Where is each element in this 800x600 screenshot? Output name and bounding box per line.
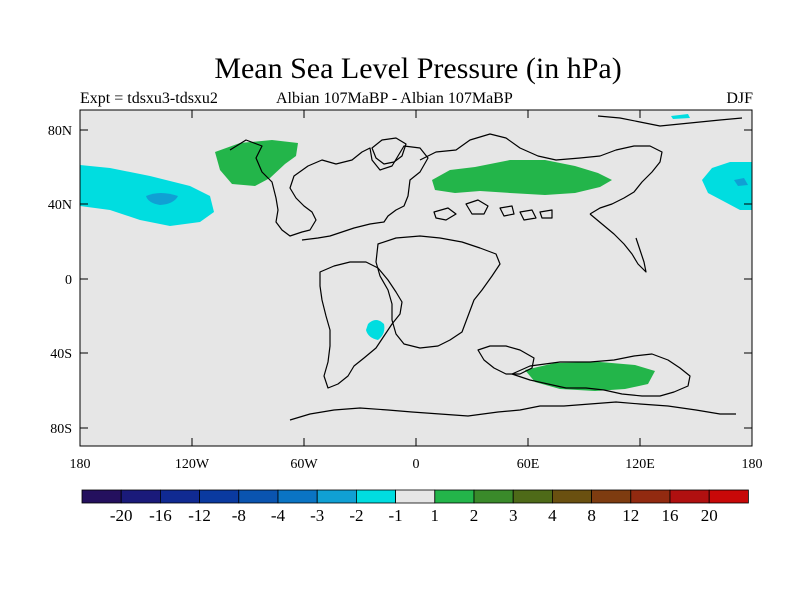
colorbar-label: -1: [389, 506, 403, 525]
colorbar-label: 20: [701, 506, 718, 525]
colorbar-swatch: [473, 489, 514, 504]
colorbar-label: -20: [110, 506, 133, 525]
chart-title: Mean Sea Level Pressure (in hPa): [214, 52, 622, 85]
coastline-tethys-islands: [433, 199, 553, 221]
colorbar-label: -16: [149, 506, 172, 525]
green-region-north-america: [215, 140, 298, 186]
coastline-india: [477, 345, 535, 375]
lat-label-80s: 80S: [50, 422, 72, 437]
paleo-coastlines: [229, 115, 743, 421]
lon-label-60e: 60E: [517, 457, 540, 472]
colorbar-label: -3: [310, 506, 324, 525]
colorbar-swatch: [395, 489, 436, 504]
colorbar-swatch: [669, 489, 710, 504]
colorbar-swatch: [199, 489, 240, 504]
blue-core-north-pacific: [146, 193, 178, 205]
cyan-region-north-pacific: [80, 165, 214, 226]
colorbar-swatch: [630, 489, 671, 504]
green-region-eurasia: [432, 160, 612, 195]
colorbar-label: 3: [509, 506, 518, 525]
lon-label-60w: 60W: [290, 457, 318, 472]
colorbar-swatch: [316, 489, 357, 504]
map-background: [80, 110, 752, 446]
colorbar-swatch: [355, 489, 396, 504]
lon-label-180-east: 180: [742, 457, 763, 472]
lat-label-0: 0: [65, 273, 72, 288]
colorbar-swatch: [81, 489, 122, 504]
colorbar-label: 12: [622, 506, 639, 525]
lat-label-40n: 40N: [48, 198, 72, 213]
experiment-label: Expt = tdsxu3-tdsxu2: [80, 90, 218, 107]
lat-label-80n: 80N: [48, 124, 72, 139]
colorbar-swatch: [159, 489, 200, 504]
coastline-africa: [375, 235, 501, 349]
colorbar-label: 16: [662, 506, 679, 525]
colorbar-label: 2: [470, 506, 479, 525]
coastline-eurasia-north: [419, 133, 663, 215]
colorbar-swatch: [277, 489, 318, 504]
green-region-antarctica: [525, 362, 655, 391]
colorbar-swatch: [434, 489, 475, 504]
coastline-australia-antarctica: [511, 353, 691, 397]
colorbar-swatch: [591, 489, 632, 504]
coastline-greenland: [371, 137, 407, 165]
lon-label-180-west: 180: [70, 457, 91, 472]
colorbar-label: -8: [232, 506, 246, 525]
coastline-arctic-fragment: [597, 115, 743, 127]
cyan-region-south-america: [366, 320, 385, 340]
lon-label-120w: 120W: [175, 457, 210, 472]
colorbar-label: -2: [349, 506, 363, 525]
lon-label-0: 0: [413, 457, 420, 472]
cyan-region-arctic: [671, 114, 690, 119]
colorbar-label: 4: [548, 506, 557, 525]
colorbar-label: -12: [188, 506, 211, 525]
longitude-labels: 180 120W 60W 0 60E 120E 180: [70, 457, 763, 472]
cyan-region-northwest-pacific: [702, 162, 752, 210]
colorbar-swatch: [238, 489, 279, 504]
coastline-north-america: [229, 139, 429, 241]
colorbar-label: -4: [271, 506, 286, 525]
anomaly-fills: [80, 114, 752, 391]
longitude-axis: [191, 110, 641, 446]
lat-label-40s: 40S: [50, 347, 72, 362]
coastline-south-america: [319, 261, 403, 389]
colorbar-label: 1: [431, 506, 440, 525]
colorbar-label: 8: [587, 506, 596, 525]
coastline-asia-east: [589, 213, 647, 273]
season-label: DJF: [726, 90, 753, 107]
blue-core-northwest-pacific: [734, 178, 748, 186]
colorbar-swatch: [708, 489, 749, 504]
latitude-axis: [80, 129, 752, 429]
lon-label-120e: 120E: [625, 457, 655, 472]
colorbar-swatch: [552, 489, 593, 504]
latitude-labels: 80N 40N 0 40S 80S: [48, 124, 72, 437]
coastline-antarctica-west: [289, 401, 736, 421]
period-label: Albian 107MaBP - Albian 107MaBP: [276, 90, 513, 107]
colorbar-swatch: [512, 489, 553, 504]
colorbar-swatch: [120, 489, 161, 504]
colorbar: -20 -16 -12 -8 -4 -3 -2 -1 1 2 3 4 8 12 16 20: [81, 489, 749, 525]
